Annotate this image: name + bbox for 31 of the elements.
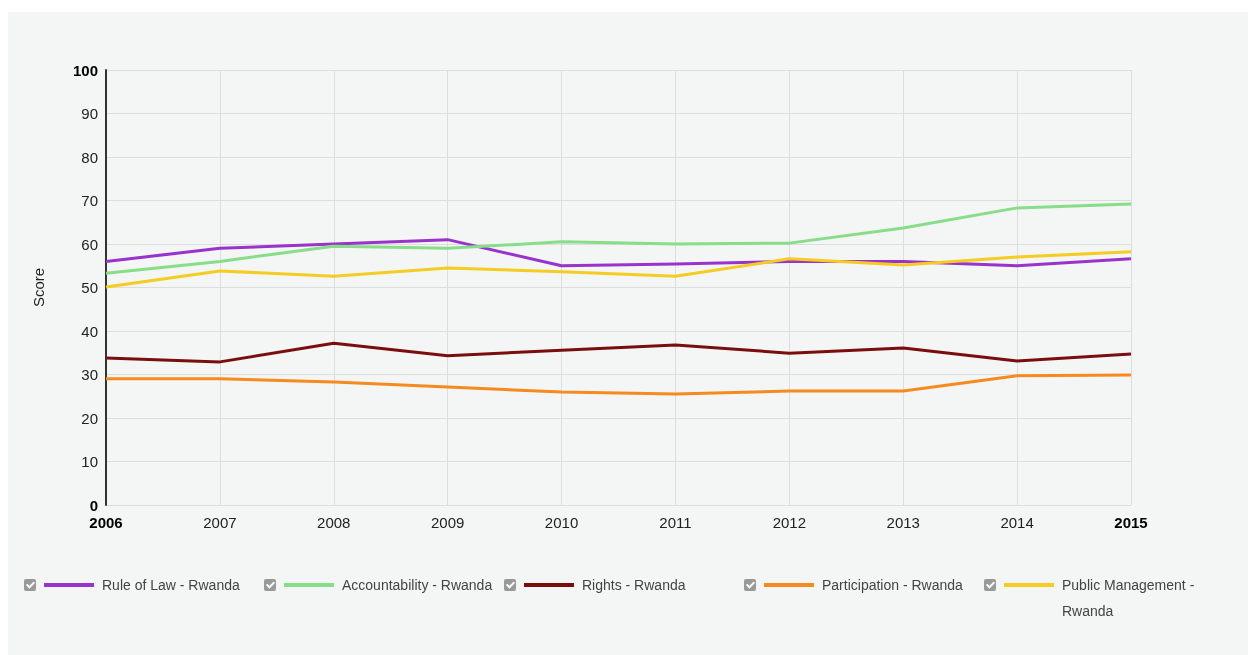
legend-label: Public Management - Rwanda xyxy=(1062,576,1196,621)
line-series xyxy=(104,202,1133,275)
line-series xyxy=(104,250,1133,289)
line-series xyxy=(104,341,1133,364)
legend-label: Accountability - Rwanda xyxy=(342,576,494,595)
x-tick-label: 2006 xyxy=(89,514,123,531)
y-tick-label: 80 xyxy=(81,148,98,166)
x-tick-label: 2009 xyxy=(430,514,465,531)
legend-label: Rule of Law - Rwanda xyxy=(102,576,241,595)
legend-label: Participation - Rwanda xyxy=(822,576,964,595)
x-tick-label: 2012 xyxy=(772,514,807,531)
y-tick-label: 10 xyxy=(81,453,98,470)
y-tick-label: 90 xyxy=(81,105,98,122)
y-tick-label: 30 xyxy=(81,366,98,383)
y-tick-label: 20 xyxy=(81,409,98,427)
x-tick-label: 2014 xyxy=(1000,514,1034,531)
x-tick-label: 2011 xyxy=(659,514,692,531)
x-tick-label: 2007 xyxy=(203,514,237,531)
y-tick-label: 50 xyxy=(81,279,98,296)
x-tick-label: 2015 xyxy=(1114,514,1148,531)
y-tick-label: 70 xyxy=(81,192,98,209)
line-series xyxy=(104,373,1133,396)
legend-label: Rights - Rwanda xyxy=(582,576,687,595)
y-tick-label: 100 xyxy=(72,61,98,79)
y-tick-label: 60 xyxy=(81,235,98,253)
x-tick-label: 2010 xyxy=(544,514,579,531)
y-axis-title: Score xyxy=(30,267,47,308)
y-tick-label: 0 xyxy=(89,496,98,514)
x-tick-label: 2008 xyxy=(317,514,351,531)
x-tick-label: 2013 xyxy=(886,514,920,531)
y-tick-label: 40 xyxy=(81,322,98,340)
